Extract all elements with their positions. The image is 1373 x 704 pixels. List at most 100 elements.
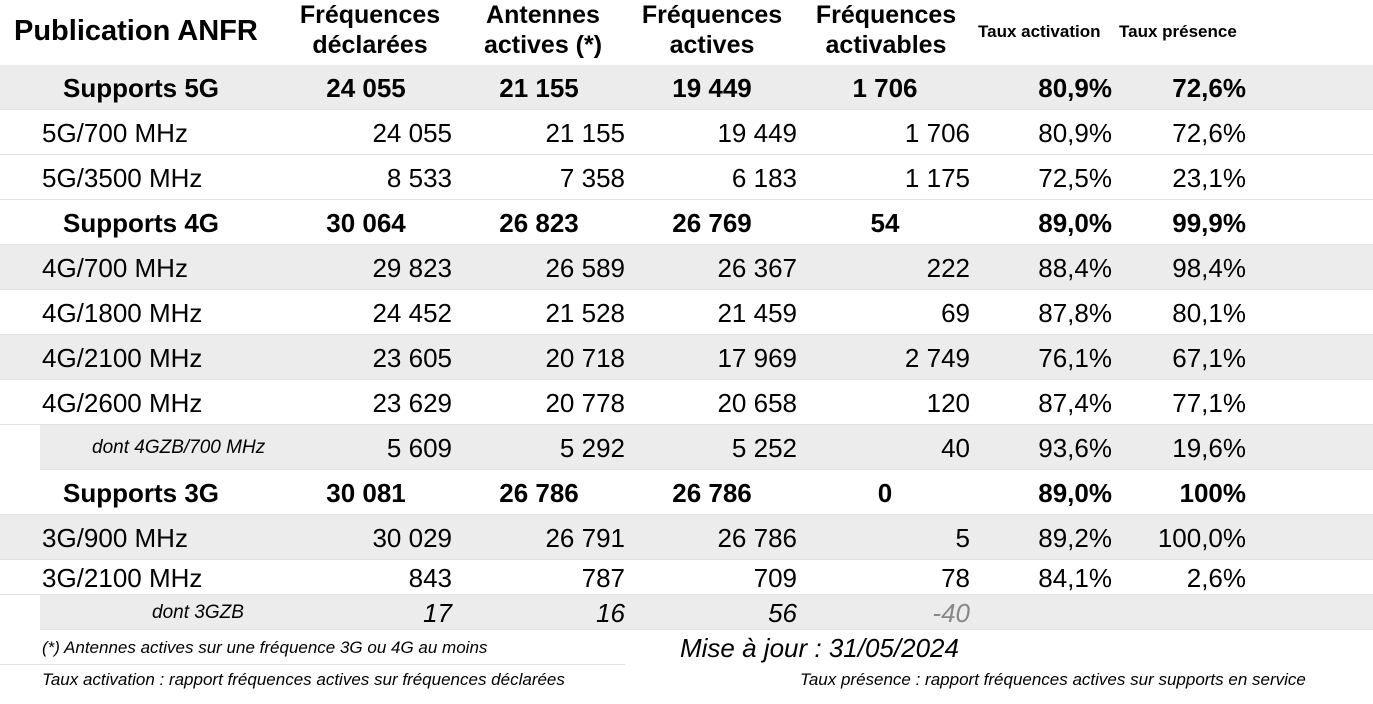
cell: 787 [581, 562, 625, 593]
cell: 80,1% [1172, 297, 1246, 328]
cell: 21 155 [545, 117, 625, 148]
divider [0, 664, 625, 665]
cell: 19 449 [717, 117, 797, 148]
cell: 17 969 [717, 342, 797, 373]
table-row [0, 335, 1373, 380]
cell: 100,0% [1157, 522, 1246, 553]
cell: 88,4% [1038, 252, 1112, 283]
cell: 4G/1800 MHz [42, 297, 203, 328]
cell: 17 [423, 597, 452, 628]
cell: 98,4% [1172, 252, 1246, 283]
cell: 222 [926, 252, 970, 283]
table-row [0, 515, 1373, 560]
cell: 2 749 [904, 342, 970, 373]
cell: 78 [941, 562, 970, 593]
cell: 21 155 [499, 73, 579, 103]
cell: 76,1% [1038, 342, 1112, 373]
table-row [0, 290, 1373, 335]
cell: 20 658 [717, 387, 797, 418]
cell: dont 3GZB [152, 602, 244, 623]
cell: 4G/2600 MHz [42, 387, 203, 418]
cell: 120 [926, 387, 970, 418]
cell: 5 292 [559, 432, 625, 463]
cell: 5 252 [731, 432, 797, 463]
table-row [40, 595, 1373, 630]
cell: 30 064 [326, 208, 406, 238]
cell: 843 [408, 562, 452, 593]
table-row [0, 245, 1373, 290]
cell: 56 [768, 597, 797, 628]
cell: 87,4% [1038, 387, 1112, 418]
cell: 89,0% [1038, 208, 1112, 238]
cell: 24 055 [326, 73, 406, 103]
cell: 84,1% [1038, 562, 1112, 593]
cell: 72,5% [1038, 162, 1112, 193]
title: Publication ANFR [14, 15, 258, 47]
update-date: Mise à jour : 31/05/2024 [680, 633, 959, 663]
cell: 5 609 [386, 432, 452, 463]
cell: 26 786 [717, 522, 797, 553]
cell: Supports 5G [62, 73, 219, 103]
cell: 23 629 [372, 387, 452, 418]
cell: 4G/2100 MHz [42, 342, 203, 373]
cell: 30 029 [372, 522, 452, 553]
cell: 20 778 [545, 387, 625, 418]
cell: 5 [955, 522, 970, 553]
column-header: Fréquences activables [815, 1, 957, 59]
cell: 2,6% [1186, 562, 1246, 593]
presence-definition: Taux présence : rapport fréquences activ… [800, 670, 1306, 689]
activation-definition: Taux activation : rapport fréquences act… [42, 670, 565, 689]
cell: 5G/700 MHz [42, 117, 188, 148]
cell: dont 4GZB/700 MHz [92, 437, 266, 458]
cell: 3G/2100 MHz [42, 562, 203, 593]
cell: 5G/3500 MHz [42, 162, 203, 193]
cell: 23,1% [1172, 162, 1246, 193]
table-row [40, 425, 1373, 470]
cell: 80,9% [1038, 73, 1112, 103]
cell: 26 786 [672, 478, 752, 508]
cell: 26 589 [545, 252, 625, 283]
column-header: Fréquences actives [641, 1, 783, 59]
column-header: Fréquences déclarées [299, 1, 441, 59]
cell: 77,1% [1172, 387, 1246, 418]
cell: 72,6% [1172, 117, 1246, 148]
cell: Supports 4G [62, 208, 219, 238]
cell: 1 175 [904, 162, 970, 193]
cell: 87,8% [1038, 297, 1112, 328]
cell: 26 367 [717, 252, 797, 283]
cell: 69 [941, 297, 970, 328]
column-header: Taux activation [978, 22, 1101, 41]
cell: 6 183 [731, 162, 797, 193]
cell: 23 605 [372, 342, 452, 373]
column-header: Antennes actives (*) [483, 1, 603, 59]
cell: 709 [753, 562, 797, 593]
cell: 21 459 [717, 297, 797, 328]
cell: 20 718 [545, 342, 625, 373]
table-row [0, 380, 1373, 425]
cell: 7 358 [559, 162, 625, 193]
cell: 26 823 [499, 208, 579, 238]
cell: 24 055 [372, 117, 452, 148]
cell: -40 [932, 597, 970, 628]
cell: 1 706 [852, 73, 918, 103]
table-row [0, 200, 1373, 245]
cell: 89,0% [1038, 478, 1112, 508]
cell: 1 706 [904, 117, 970, 148]
cell: Supports 3G [62, 478, 219, 508]
cell: 93,6% [1038, 432, 1112, 463]
table-row [0, 65, 1373, 110]
cell: 29 823 [372, 252, 452, 283]
cell: 80,9% [1038, 117, 1112, 148]
footnote: (*) Antennes actives sur une fréquence 3… [42, 638, 488, 657]
cell: 8 533 [386, 162, 452, 193]
cell: 26 791 [545, 522, 625, 553]
cell: 30 081 [326, 478, 406, 508]
table-row [0, 470, 1373, 515]
cell: 26 769 [672, 208, 752, 238]
table-row [0, 110, 1373, 155]
cell: 100% [1179, 478, 1247, 508]
cell: 99,9% [1172, 208, 1246, 238]
cell: 89,2% [1038, 522, 1112, 553]
cell: 26 786 [499, 478, 579, 508]
table-row [0, 560, 1373, 595]
